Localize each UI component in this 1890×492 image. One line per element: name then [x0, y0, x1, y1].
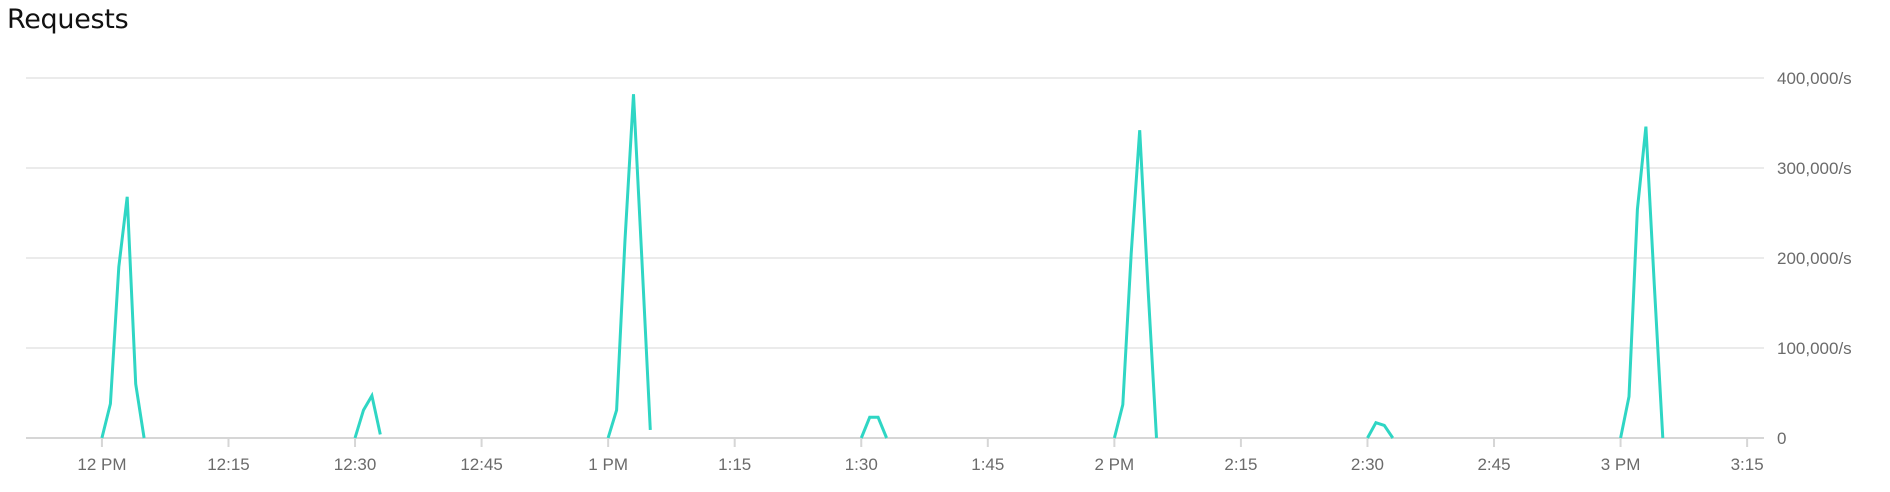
x-tick-label: 3:15: [1731, 455, 1764, 474]
y-tick-label: 200,000/s: [1777, 249, 1852, 268]
y-tick-label: 100,000/s: [1777, 339, 1852, 358]
requests-series-line: [1619, 126, 1665, 439]
x-tick-label: 2:15: [1224, 455, 1257, 474]
x-tick-label: 12:45: [460, 455, 503, 474]
x-tick-label: 12 PM: [77, 455, 126, 474]
y-tick-label: 400,000/s: [1777, 69, 1852, 88]
x-tick-label: 2:30: [1351, 455, 1384, 474]
requests-series-line: [353, 391, 382, 439]
requests-series-line: [1366, 420, 1395, 439]
chart-title: Requests: [7, 4, 129, 35]
requests-series-line: [859, 415, 888, 439]
x-tick-label: 1:15: [718, 455, 751, 474]
x-tick-label: 12:15: [207, 455, 250, 474]
x-tick-label: 1:45: [971, 455, 1004, 474]
requests-series-line: [606, 94, 652, 439]
x-tick-label: 3 PM: [1601, 455, 1641, 474]
x-tick-label: 12:30: [334, 455, 377, 474]
requests-series-line: [100, 196, 146, 439]
x-tick-label: 1 PM: [588, 455, 628, 474]
x-tick-label: 2:45: [1477, 455, 1510, 474]
x-tick-label: 1:30: [845, 455, 878, 474]
y-tick-label: 300,000/s: [1777, 159, 1852, 178]
x-tick-label: 2 PM: [1095, 455, 1135, 474]
y-tick-label: 0: [1777, 429, 1786, 448]
requests-series-line: [1112, 130, 1158, 439]
